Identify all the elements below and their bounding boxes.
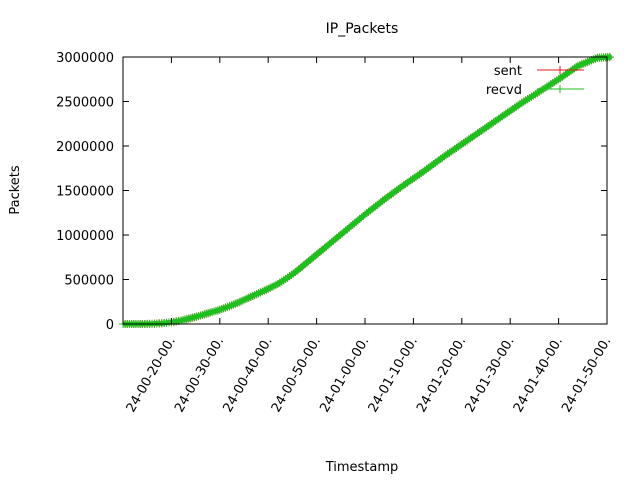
data-point-recvd — [231, 299, 240, 308]
data-point-recvd — [587, 56, 596, 65]
y-tick-label: 2500000 — [56, 96, 114, 111]
data-point-recvd — [268, 282, 277, 291]
data-point-recvd — [206, 308, 215, 317]
data-point-recvd — [248, 291, 257, 300]
data-point-recvd — [190, 313, 199, 322]
x-tick-label: 24-01-00-00. — [317, 335, 372, 416]
data-point-recvd — [585, 57, 594, 66]
data-point-recvd — [221, 303, 230, 312]
data-point-recvd — [217, 305, 226, 314]
data-point-recvd — [209, 307, 218, 316]
x-tick-label: 24-00-40-00. — [220, 335, 275, 416]
data-point-recvd — [239, 296, 248, 305]
data-point-recvd — [260, 286, 269, 295]
series-line-sent — [123, 56, 612, 325]
data-point-recvd — [227, 301, 236, 310]
legend-label-sent: sent — [494, 64, 522, 79]
legend-marker-recvd — [556, 85, 564, 93]
data-point-recvd — [192, 312, 201, 321]
data-point-recvd — [225, 302, 234, 311]
chart-title: IP_Packets — [326, 21, 399, 37]
legend-label-recvd: recvd — [486, 83, 522, 98]
data-point-recvd — [215, 305, 224, 314]
data-point-recvd — [198, 310, 207, 319]
data-point-recvd — [237, 297, 246, 306]
x-tick-label: 24-00-50-00. — [269, 335, 324, 416]
data-point-recvd — [242, 294, 251, 303]
series-line-recvd — [123, 54, 612, 327]
data-point-recvd — [579, 59, 588, 68]
data-point-recvd — [204, 309, 213, 318]
x-tick-label: 24-00-20-00. — [124, 335, 179, 416]
x-tick-label: 24-01-30-00. — [462, 335, 517, 416]
data-point-recvd — [194, 312, 203, 321]
data-point-recvd — [575, 61, 584, 70]
data-point-recvd — [246, 292, 255, 301]
data-point-recvd — [581, 58, 590, 67]
data-point-recvd — [196, 311, 205, 320]
data-point-recvd — [270, 281, 279, 290]
data-point-recvd — [229, 300, 238, 309]
y-tick-label: 0 — [106, 318, 114, 333]
y-tick-label: 3000000 — [56, 51, 114, 66]
data-point-recvd — [262, 285, 271, 294]
data-point-recvd — [235, 298, 244, 307]
data-point-recvd — [188, 313, 197, 322]
data-point-recvd — [573, 61, 582, 70]
data-point-recvd — [233, 298, 242, 307]
data-point-recvd — [208, 308, 217, 317]
data-point-recvd — [254, 289, 263, 298]
y-axis: 0 500000 1000000 1500000 2000000 2500000 30000… — [56, 51, 607, 333]
y-tick-label: 500000 — [64, 274, 114, 289]
legend-marker-sent — [556, 66, 564, 74]
data-point-recvd — [266, 283, 275, 292]
x-tick-label: 24-01-50-00. — [559, 335, 614, 416]
data-point-recvd — [219, 304, 228, 313]
data-point-recvd — [200, 310, 209, 319]
data-point-recvd — [256, 288, 265, 297]
y-tick-label: 1000000 — [56, 229, 114, 244]
series-markers-recvd — [119, 53, 614, 328]
data-point-recvd — [186, 314, 195, 323]
data-point-recvd — [244, 293, 253, 302]
data-point-recvd — [240, 295, 249, 304]
data-point-recvd — [258, 287, 267, 296]
x-tick-label: 24-00-30-00. — [172, 335, 227, 416]
data-point-recvd — [211, 306, 220, 315]
y-tick-label: 2000000 — [56, 140, 114, 155]
x-tick-label: 24-01-20-00. — [414, 335, 469, 416]
data-point-recvd — [591, 54, 600, 63]
data-point-recvd — [223, 302, 232, 311]
data-point-recvd — [264, 284, 273, 293]
legend: sent recvd — [486, 64, 584, 98]
x-axis: 24-00-20-00.24-00-30-00.24-00-40-00.24-0… — [124, 57, 614, 416]
y-tick-label: 1500000 — [56, 185, 114, 200]
x-axis-label: Timestamp — [325, 460, 399, 475]
data-point-recvd — [250, 291, 259, 300]
data-point-recvd — [583, 57, 592, 66]
data-point-recvd — [202, 309, 211, 318]
data-point-recvd — [213, 306, 222, 315]
plot-area — [119, 53, 614, 328]
data-point-recvd — [252, 290, 261, 299]
y-axis-label: Packets — [8, 165, 23, 215]
x-tick-label: 24-01-40-00. — [511, 335, 566, 416]
x-tick-label: 24-01-10-00. — [366, 335, 421, 416]
data-point-recvd — [577, 60, 586, 69]
